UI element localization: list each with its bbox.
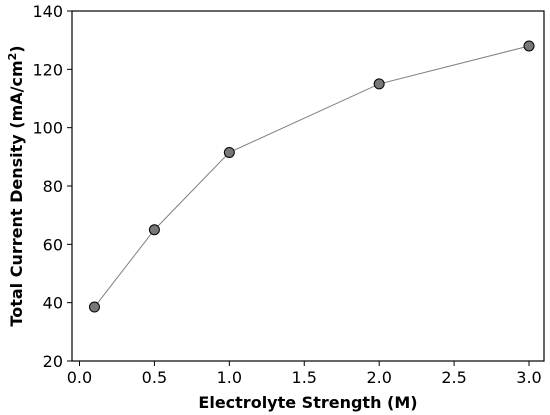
- data-point: [148, 224, 160, 236]
- x-axis: 0.0 0.5 1.0 1.5 2.0 2.5 3.0: [67, 361, 542, 387]
- y-axis: 20 40 60 80 100 120 140: [32, 2, 72, 371]
- data-point: [373, 78, 385, 90]
- y-tick-label: 120: [32, 60, 63, 79]
- y-tick-label: 40: [43, 294, 63, 313]
- x-tick-label: 1.0: [217, 368, 242, 387]
- y-axis-label-end: ): [7, 45, 26, 52]
- plot-area: [71, 10, 545, 362]
- data-point: [88, 301, 100, 313]
- x-tick-label: 1.5: [292, 368, 317, 387]
- y-tick-label: 100: [32, 119, 63, 138]
- plot-frame: [71, 10, 545, 362]
- x-axis-label: Electrolyte Strength (M): [198, 393, 417, 412]
- x-tick-label: 2.0: [366, 368, 391, 387]
- y-tick-label: 80: [43, 177, 63, 196]
- x-tick-label: 0.0: [67, 368, 92, 387]
- x-tick-label: 0.5: [142, 368, 167, 387]
- x-tick-label: 3.0: [516, 368, 541, 387]
- y-tick-label: 20: [43, 352, 63, 371]
- y-axis-label-main: Total Current Density (mA/cm: [7, 60, 26, 326]
- data-point: [523, 40, 535, 52]
- x-tick-label: 2.5: [441, 368, 466, 387]
- series-layer: [88, 40, 535, 313]
- data-point: [223, 146, 235, 158]
- y-axis-label: Total Current Density (mA/cm2): [6, 45, 27, 326]
- y-tick-label: 140: [32, 2, 63, 21]
- y-axis-label-sup: 2: [6, 53, 19, 61]
- y-tick-label: 60: [43, 235, 63, 254]
- series-line: [94, 45, 530, 308]
